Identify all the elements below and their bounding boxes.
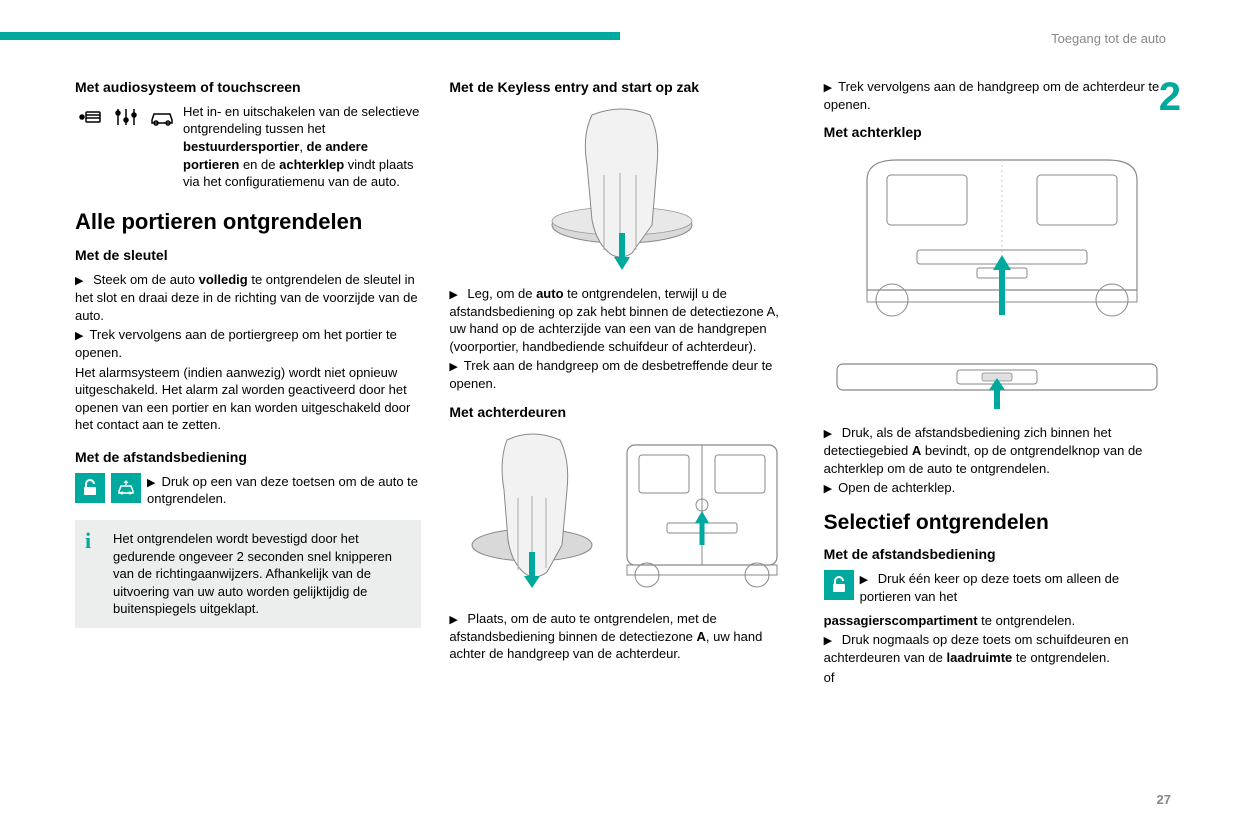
t: bestuurdersportier bbox=[183, 139, 299, 154]
selective-step-2: Druk nogmaals op deze toets om schuifdeu… bbox=[824, 631, 1170, 666]
key-step-2: Trek vervolgens aan de portiergreep om h… bbox=[75, 326, 421, 361]
t: auto bbox=[536, 286, 563, 301]
heading-keyless: Met de Keyless entry and start op zak bbox=[449, 78, 795, 97]
t: laadruimte bbox=[947, 650, 1013, 665]
figure-hand-rear-door bbox=[449, 430, 795, 600]
heading-remote-2: Met de afstandsbediening bbox=[824, 545, 1170, 564]
heading-with-key: Met de sleutel bbox=[75, 246, 421, 265]
t: volledig bbox=[199, 272, 248, 287]
figure-tailgate-handle bbox=[824, 354, 1170, 414]
pull-handle-step: Trek vervolgens aan de handgreep om de a… bbox=[824, 78, 1170, 113]
t: Leg, om de bbox=[467, 286, 536, 301]
info-box: i Het ontgrendelen wordt bevestigd door … bbox=[75, 520, 421, 628]
t: achterklep bbox=[279, 157, 344, 172]
top-accent-bar bbox=[0, 32, 620, 40]
t: te ontgrendelen. bbox=[1012, 650, 1110, 665]
column-1: Met audiosysteem of touchscreen Het in- … bbox=[75, 78, 421, 688]
t: Druk één keer op deze toets om alleen de… bbox=[860, 571, 1119, 604]
icon-row-audio: Het in- en uitschakelen van de selectiev… bbox=[75, 103, 421, 193]
rear-door-step: Plaats, om de auto te ontgrendelen, met … bbox=[449, 610, 795, 663]
audio-para: Het in- en uitschakelen van de selectiev… bbox=[183, 103, 421, 191]
column-2: Met de Keyless entry and start op zak Le… bbox=[449, 78, 795, 688]
t: passagierscompartiment bbox=[824, 613, 978, 628]
heading-rear-doors: Met achterdeuren bbox=[449, 403, 795, 422]
info-text: Het ontgrendelen wordt bevestigd door he… bbox=[113, 530, 409, 618]
settings-sliders-icon bbox=[111, 103, 141, 131]
column-3: Trek vervolgens aan de handgreep om de a… bbox=[824, 78, 1170, 688]
tailgate-step-2: Open de achterklep. bbox=[824, 479, 1170, 497]
content-columns: Met audiosysteem of touchscreen Het in- … bbox=[75, 78, 1170, 688]
t: A bbox=[697, 629, 706, 644]
or-text: of bbox=[824, 669, 1170, 687]
t: , bbox=[299, 139, 306, 154]
keyless-step-2: Trek aan de handgreep om de desbetreffen… bbox=[449, 357, 795, 392]
remote-press: Druk op een van deze toetsen om de auto … bbox=[147, 473, 421, 508]
t: Het in- en uitschakelen van de selectiev… bbox=[183, 104, 419, 137]
remote-icons: Druk op een van deze toetsen om de auto … bbox=[75, 473, 421, 510]
info-icon: i bbox=[85, 526, 91, 556]
t: en de bbox=[239, 157, 279, 172]
remote-icon-row-2: Druk één keer op deze toets om alleen de… bbox=[824, 570, 1170, 607]
alarm-note: Het alarmsysteem (indien aanwezig) wordt… bbox=[75, 364, 421, 434]
figure-hand-handle bbox=[449, 105, 795, 275]
heading-audio: Met audiosysteem of touchscreen bbox=[75, 78, 421, 97]
figure-tailgate-van bbox=[824, 150, 1170, 350]
heading-selective-unlock: Selectief ontgrendelen bbox=[824, 509, 1170, 537]
unlock-car-icon bbox=[111, 473, 141, 503]
unlock-padlock-icon-2 bbox=[824, 570, 854, 600]
t: Plaats, om de auto te ontgrendelen, met … bbox=[449, 611, 716, 644]
t: Steek om de auto bbox=[93, 272, 199, 287]
keyless-step-1: Leg, om de auto te ontgrendelen, terwijl… bbox=[449, 285, 795, 355]
tailgate-step-1: Druk, als de afstandsbediening zich binn… bbox=[824, 424, 1170, 477]
key-step-1: Steek om de auto volledig te ontgrendele… bbox=[75, 271, 421, 324]
car-icon bbox=[147, 103, 177, 131]
heading-tailgate: Met achterklep bbox=[824, 123, 1170, 142]
heading-unlock-all: Alle portieren ontgrendelen bbox=[75, 207, 421, 237]
unlock-padlock-icon bbox=[75, 473, 105, 503]
t: A bbox=[912, 443, 921, 458]
page-number: 27 bbox=[1157, 791, 1171, 809]
selective-step-1b: passagierscompartiment te ontgrendelen. bbox=[824, 612, 1170, 630]
radio-icon bbox=[75, 103, 105, 131]
heading-remote: Met de afstandsbediening bbox=[75, 448, 421, 467]
selective-step-1: Druk één keer op deze toets om alleen de… bbox=[860, 570, 1170, 605]
header-section: Toegang tot de auto bbox=[1051, 30, 1166, 48]
t: te ontgrendelen. bbox=[978, 613, 1076, 628]
